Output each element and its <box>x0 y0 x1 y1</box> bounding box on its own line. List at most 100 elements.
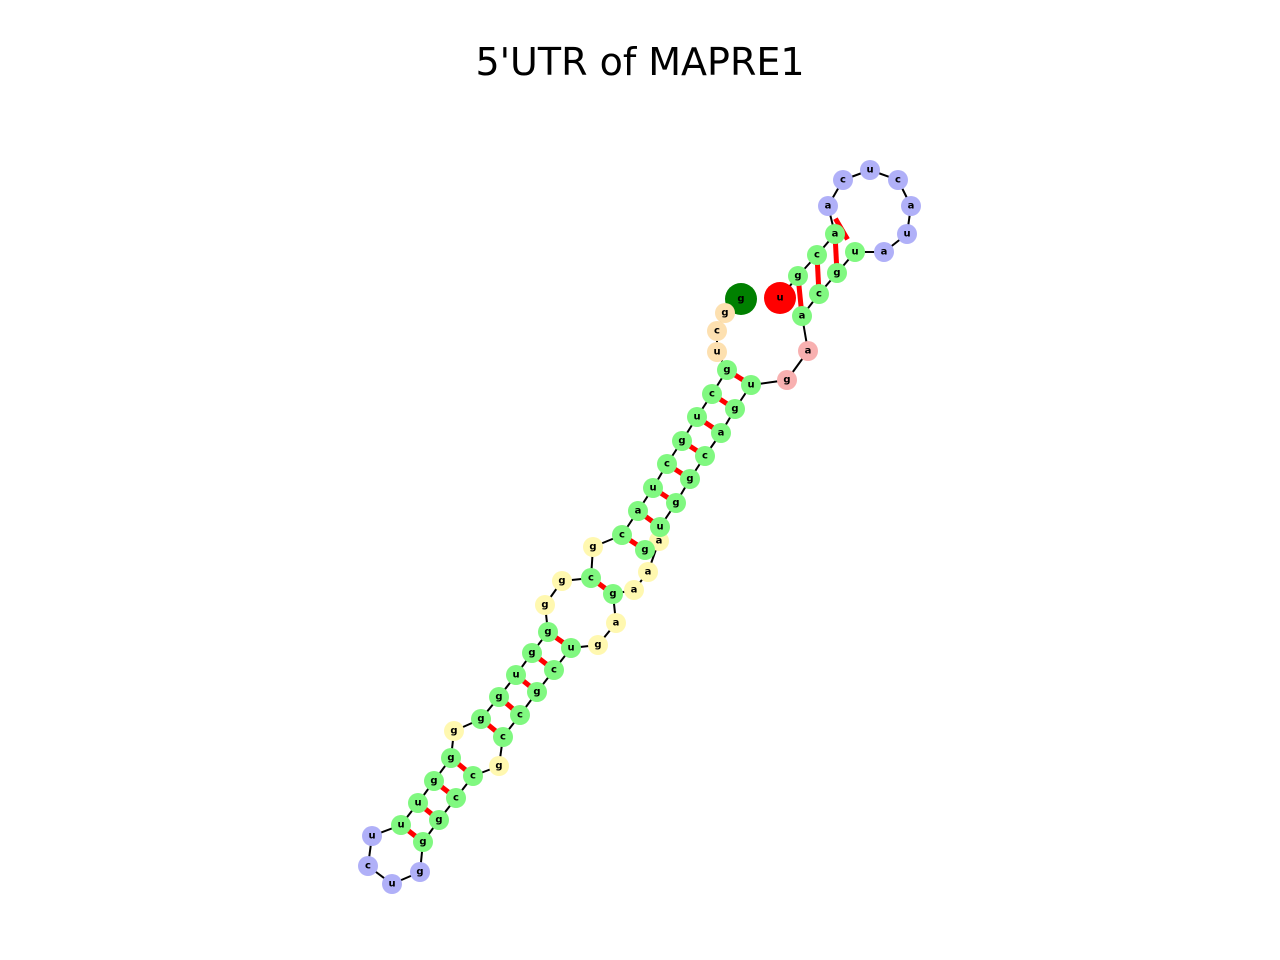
nucleotide: u <box>687 407 707 427</box>
nucleotide-label: c <box>619 530 625 541</box>
nucleotide: u <box>741 375 761 395</box>
nucleotide-label: u <box>866 165 873 176</box>
nucleotide-circle <box>424 771 444 791</box>
nucleotide-circle <box>538 622 558 642</box>
nucleotide-label: g <box>477 714 484 725</box>
nucleotide-circle <box>711 423 731 443</box>
nucleotide-label: a <box>631 585 638 596</box>
nucleotide-label: c <box>551 665 557 676</box>
base-pair-bond <box>832 241 840 266</box>
nucleotide-label: g <box>435 815 442 826</box>
nucleotide: u <box>391 815 411 835</box>
nucleotide-circle <box>845 242 865 262</box>
nucleotide: u <box>506 665 526 685</box>
nucleotide-circle <box>657 454 677 474</box>
nucleotide-circle <box>888 170 908 190</box>
nucleotide-circle <box>628 501 648 521</box>
nucleotide-label: g <box>541 600 548 611</box>
nucleotide-label: u <box>388 879 395 890</box>
nucleotide: g <box>715 303 735 323</box>
nucleotide-label: c <box>500 732 506 743</box>
nucleotide-circle <box>527 682 547 702</box>
nucleotide-label: g <box>641 545 648 556</box>
nucleotide: g <box>424 771 444 791</box>
nucleotide: g <box>583 537 603 557</box>
nucleotide-label: a <box>799 311 806 322</box>
nucleotide-label: u <box>903 229 910 240</box>
nucleotide: u <box>860 160 880 180</box>
nucleotide-label: g <box>794 271 801 282</box>
nucleotide-label: c <box>814 250 820 261</box>
nucleotide-circle <box>901 196 921 216</box>
nucleotide-circle <box>391 815 411 835</box>
nucleotide-circle <box>687 407 707 427</box>
nucleotide-label: u <box>397 820 404 831</box>
nucleotide-circle <box>552 571 572 591</box>
diagram-title: 5'UTR of MAPRE1 <box>475 40 805 84</box>
nucleotide: a <box>874 242 894 262</box>
nucleotide-label: g <box>686 474 693 485</box>
nucleotide: a <box>628 501 648 521</box>
nucleotide-circle <box>833 170 853 190</box>
nucleotide-label: u <box>414 798 421 809</box>
nucleotide: a <box>901 196 921 216</box>
nucleotide: g <box>429 810 449 830</box>
nucleotide-label: g <box>416 867 423 878</box>
nucleotide-label: g <box>528 648 535 659</box>
nucleotide: c <box>612 525 632 545</box>
nucleotide: a <box>792 306 812 326</box>
nucleotide-circle <box>707 321 727 341</box>
nucleotide-label: a <box>832 229 839 240</box>
nucleotide: a <box>798 341 818 361</box>
nucleotide: c <box>446 788 466 808</box>
nucleotide-label: g <box>737 294 744 305</box>
nucleotide-circle <box>535 595 555 615</box>
nucleotide-circle <box>650 517 670 537</box>
nucleotide-circle <box>441 748 461 768</box>
nucleotide: u <box>408 793 428 813</box>
nucleotide: c <box>695 446 715 466</box>
nucleotide: g <box>827 263 847 283</box>
nucleotide-circle <box>798 341 818 361</box>
nucleotide-label: u <box>368 831 375 842</box>
nucleotide-circle <box>695 446 715 466</box>
nucleotides: ggcugcugcuacgcgggguggggguuucugggccgccgcu… <box>358 160 921 894</box>
nucleotide: c <box>544 660 564 680</box>
nucleotide-circle <box>510 705 530 725</box>
nucleotide-circle <box>825 224 845 244</box>
nucleotide-label: g <box>672 498 679 509</box>
nucleotide-circle <box>362 826 382 846</box>
nucleotide-label: g <box>609 589 616 600</box>
nucleotide-label: g <box>589 542 596 553</box>
nucleotide: c <box>493 727 513 747</box>
nucleotide-circle <box>717 360 737 380</box>
nucleotide-label: g <box>430 776 437 787</box>
nucleotide-circle <box>725 399 745 419</box>
nucleotide-label: c <box>470 771 476 782</box>
nucleotide-label: c <box>365 861 371 872</box>
nucleotide-circle <box>672 431 692 451</box>
nucleotide-circle <box>741 375 761 395</box>
nucleotide: g <box>410 862 430 882</box>
nucleotide-label: g <box>544 627 551 638</box>
nucleotide-label: c <box>816 289 822 300</box>
nucleotide-label: g <box>723 365 730 376</box>
nucleotide-circle <box>624 580 644 600</box>
nucleotide-label: g <box>833 268 840 279</box>
nucleotide-label: a <box>613 618 620 629</box>
nucleotide-circle <box>489 687 509 707</box>
nucleotide-label: c <box>517 710 523 721</box>
nucleotide-label: c <box>588 573 594 584</box>
nucleotide: g <box>777 370 797 390</box>
nucleotide-circle <box>777 370 797 390</box>
nucleotide: g <box>441 748 461 768</box>
nucleotide: c <box>358 856 378 876</box>
nucleotide: c <box>463 766 483 786</box>
nucleotide: g <box>489 687 509 707</box>
nucleotide-label: a <box>645 567 652 578</box>
nucleotide-label: g <box>731 404 738 415</box>
nucleotide-label: c <box>709 389 715 400</box>
nucleotide-circle <box>807 245 827 265</box>
nucleotide-circle <box>606 613 626 633</box>
